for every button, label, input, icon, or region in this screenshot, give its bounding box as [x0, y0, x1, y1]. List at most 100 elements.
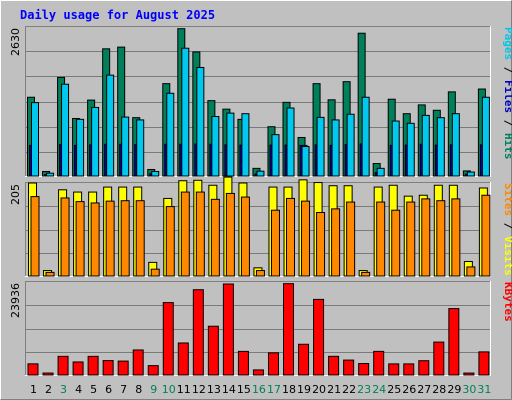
panel-hits: 2630 Pages / Files / Hits [9, 26, 512, 177]
legend-entry-2: Visits [502, 236, 512, 276]
bar-sites [451, 198, 461, 277]
bar-kbytes [373, 350, 385, 376]
bar-sites [75, 201, 85, 277]
legend-entry-2: Files [502, 80, 512, 113]
bar-kbytes [177, 342, 189, 376]
day-label: 7 [120, 383, 127, 396]
bar-sites [376, 201, 386, 277]
bar-sites [120, 200, 130, 277]
bar-pages [256, 170, 265, 177]
bar-kbytes [343, 359, 355, 376]
legend-visits: Sites / Visits [502, 183, 512, 276]
bar-sites [150, 268, 160, 277]
bar-pages [31, 102, 39, 177]
bar-kbytes [313, 298, 325, 376]
y-max-label: 205 [9, 184, 22, 205]
bar-sites [466, 266, 476, 277]
bar-sites [316, 211, 326, 277]
bar-kbytes [267, 352, 279, 376]
bar-pages [151, 170, 160, 177]
bar-kbytes [207, 325, 219, 376]
day-label: 18 [282, 383, 296, 396]
bar-sites [90, 202, 100, 277]
day-label: 30 [462, 383, 476, 396]
bar-kbytes [418, 360, 430, 376]
day-label: 27 [417, 383, 431, 396]
bar-pages [76, 118, 85, 177]
bar-pages [466, 171, 475, 177]
bar-pages [196, 67, 205, 177]
bar-sites [346, 201, 356, 277]
bar-sites [391, 209, 401, 277]
bar-kbytes [102, 360, 114, 376]
bar-sites [436, 200, 446, 277]
day-label: 8 [135, 383, 142, 396]
day-label: 15 [237, 383, 251, 396]
bar-sites [270, 209, 280, 277]
bar-kbytes [358, 363, 370, 376]
bar-pages [271, 134, 280, 177]
bar-sites [255, 270, 265, 277]
day-label: 29 [447, 383, 461, 396]
bar-kbytes [237, 350, 249, 376]
bar-sites [60, 197, 70, 277]
bar-sites [105, 200, 115, 277]
bar-kbytes [388, 363, 400, 376]
bar-pages [346, 113, 355, 177]
day-label: 28 [432, 383, 446, 396]
bar-kbytes [27, 363, 39, 376]
panel-visits: 205 Sites / Visits [9, 176, 512, 277]
day-label: 20 [312, 383, 326, 396]
bar-pages [121, 116, 130, 177]
legend-entry-4: Hits [502, 133, 512, 160]
day-label: 9 [150, 383, 157, 396]
bar-sites [165, 206, 175, 277]
bar-kbytes [252, 369, 264, 376]
bar-kbytes [42, 372, 54, 376]
bar-kbytes [298, 343, 310, 376]
bar-sites [45, 271, 55, 277]
x-axis-day-labels: 1 2 3 4 5 6 7 8 9 10 11 12 13 14 15 16 17 18 19 20 21 22 23 24 2… [30, 383, 491, 396]
bar-pages [106, 74, 115, 177]
legend-hits: Pages / Files / Hits [502, 27, 512, 160]
bar-kbytes [117, 360, 129, 376]
bar-kbytes [72, 361, 84, 376]
bar-kbytes [87, 355, 99, 376]
day-label: 21 [327, 383, 341, 396]
bar-sites [180, 191, 190, 277]
bar-sites [421, 198, 431, 277]
bar-kbytes [222, 283, 234, 376]
panel-kbytes: 23936 KBytes [9, 281, 512, 376]
bar-pages [241, 113, 250, 177]
bar-kbytes [147, 365, 159, 376]
bar-sites [210, 198, 220, 277]
bar-sites [225, 192, 235, 277]
bar-sites [30, 196, 40, 277]
bar-pages [361, 96, 370, 177]
bar-pages [181, 47, 190, 177]
bar-pages [286, 107, 295, 177]
bar-pages [436, 117, 445, 177]
bar-kbytes [478, 351, 490, 376]
bar-kbytes [192, 289, 204, 376]
bar-kbytes [448, 308, 460, 376]
bar-kbytes [132, 349, 144, 376]
bar-sites [301, 200, 311, 277]
bar-pages [331, 119, 340, 177]
bar-pages [316, 116, 325, 177]
day-label: 25 [387, 383, 401, 396]
bar-pages [481, 96, 490, 177]
bar-pages [166, 92, 175, 177]
bar-pages [61, 83, 70, 177]
legend-entry-0: KBytes [502, 282, 512, 322]
bar-pages [406, 122, 415, 177]
bar-pages [46, 172, 55, 177]
bar-sites [286, 197, 296, 277]
bar-sites [135, 200, 145, 277]
bar-pages [211, 116, 220, 177]
bar-kbytes [283, 283, 295, 376]
chart-panels: 2630 Pages / Files / Hits 205 Sites / Visit… [9, 26, 512, 376]
day-label: 31 [477, 383, 491, 396]
bar-kbytes [57, 355, 69, 376]
day-label: 22 [342, 383, 356, 396]
